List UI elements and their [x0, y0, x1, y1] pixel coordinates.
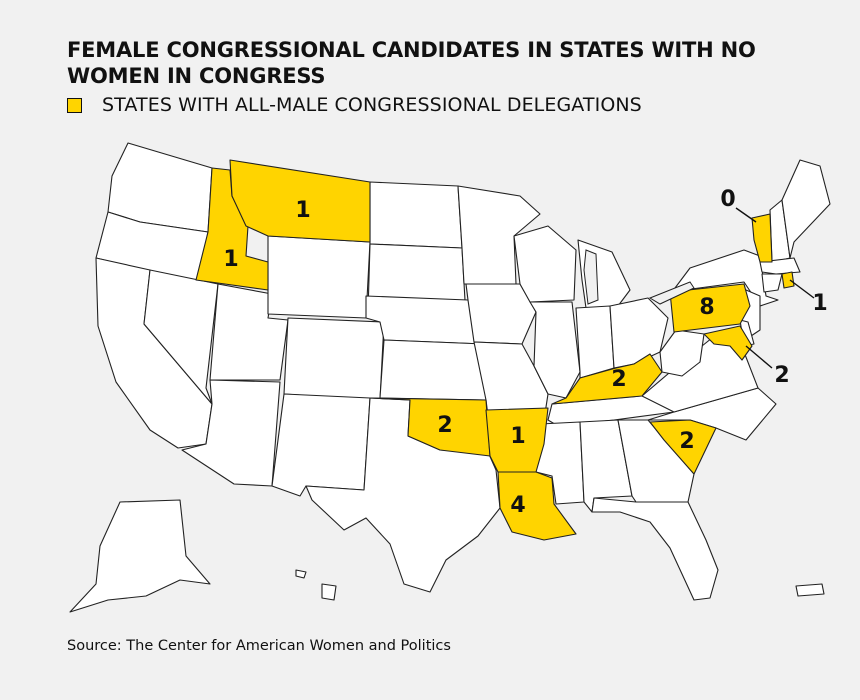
legend-swatch	[67, 97, 82, 113]
lake-erie	[648, 281, 695, 305]
count-montana: 1	[295, 198, 310, 223]
state-illinois	[529, 301, 581, 399]
leader-rhode-island	[789, 279, 815, 299]
states-base	[69, 142, 831, 613]
state-north-dakota	[369, 181, 463, 249]
state-hawaii-big	[321, 583, 337, 601]
state-maine	[781, 159, 831, 259]
count-pennsylvania: 8	[699, 295, 714, 320]
legend: STATES WITH ALL-MALE CONGRESSIONAL DELEG…	[67, 93, 642, 117]
count-rhode-island: 1	[812, 291, 827, 316]
state-maryland	[703, 325, 753, 361]
leader-vermont	[735, 207, 757, 223]
count-south-carolina: 2	[679, 429, 694, 454]
count-maryland: 2	[774, 363, 789, 388]
state-minnesota	[457, 185, 541, 285]
map-title: FEMALE CONGRESSIONAL CANDIDATES IN STATE…	[67, 38, 756, 88]
states-highlighted	[195, 159, 795, 541]
state-north-carolina	[647, 387, 777, 441]
state-louisiana	[497, 471, 577, 541]
state-kentucky	[551, 353, 663, 405]
state-vermont	[751, 213, 773, 263]
state-florida	[591, 497, 719, 601]
count-vermont: 0	[720, 187, 735, 212]
count-kentucky: 2	[611, 367, 626, 392]
state-pennsylvania	[669, 283, 751, 333]
state-wisconsin	[513, 225, 577, 303]
state-colorado	[283, 317, 385, 401]
count-oklahoma: 2	[437, 413, 452, 438]
state-ohio	[609, 297, 669, 369]
legend-label: STATES WITH ALL-MALE CONGRESSIONAL DELEG…	[102, 94, 642, 116]
state-kansas	[379, 339, 487, 401]
state-indiana	[575, 305, 615, 379]
state-montana	[229, 159, 371, 243]
state-new-mexico	[271, 393, 371, 497]
state-hawaii	[295, 569, 307, 579]
state-nebraska	[365, 295, 485, 345]
state-connecticut	[761, 273, 783, 293]
state-wyoming	[267, 235, 371, 319]
source-note: Source: The Center for American Women an…	[67, 638, 451, 654]
leader-maryland	[745, 345, 773, 369]
lake-michigan	[583, 249, 599, 305]
count-arkansas: 1	[510, 424, 525, 449]
state-alaska	[69, 499, 211, 613]
count-louisiana: 4	[510, 493, 525, 518]
state-arizona	[181, 379, 281, 487]
puerto-rico	[795, 583, 825, 597]
state-south-carolina	[649, 419, 717, 475]
state-rhode-island	[781, 271, 795, 289]
state-oklahoma	[369, 397, 491, 457]
count-idaho: 1	[223, 247, 238, 272]
